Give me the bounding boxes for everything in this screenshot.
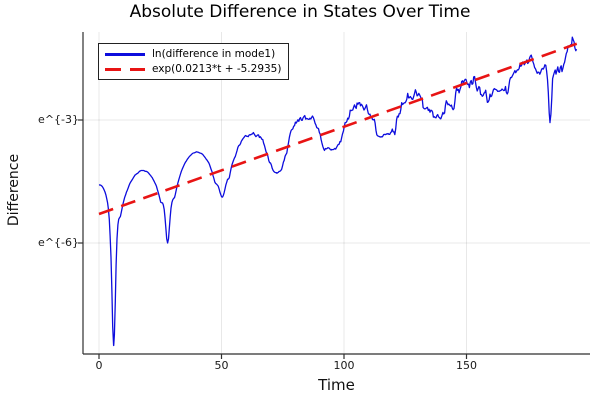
axes-lines — [78, 32, 590, 359]
y-tick-label-em3: e^{-3} — [38, 113, 79, 126]
legend-entry-blue: ln(difference in mode1) — [105, 47, 281, 61]
blue-series-line — [98, 36, 578, 347]
legend-entry-red: exp(0.0213*t + -5.2935) — [105, 62, 281, 76]
x-tick-label-50: 50 — [214, 359, 229, 372]
legend: ln(difference in mode1) exp(0.0213*t + -… — [98, 43, 290, 80]
legend-label-blue: ln(difference in mode1) — [152, 48, 276, 60]
x-tick-label-0: 0 — [95, 359, 103, 372]
red-dash-sample-icon — [105, 62, 145, 76]
x-tick-label-100: 100 — [333, 359, 355, 372]
legend-label-red: exp(0.0213*t + -5.2935) — [152, 63, 282, 75]
y-axis-label: Difference — [6, 153, 22, 227]
x-tick-label-150: 150 — [456, 359, 477, 372]
blue-line-sample-icon — [105, 47, 145, 61]
y-tick-label-em6: e^{-6} — [38, 236, 79, 249]
red-fit-line — [98, 42, 578, 216]
chart-title: Absolute Difference in States Over Time — [129, 2, 471, 22]
x-axis-label: Time — [318, 376, 355, 394]
